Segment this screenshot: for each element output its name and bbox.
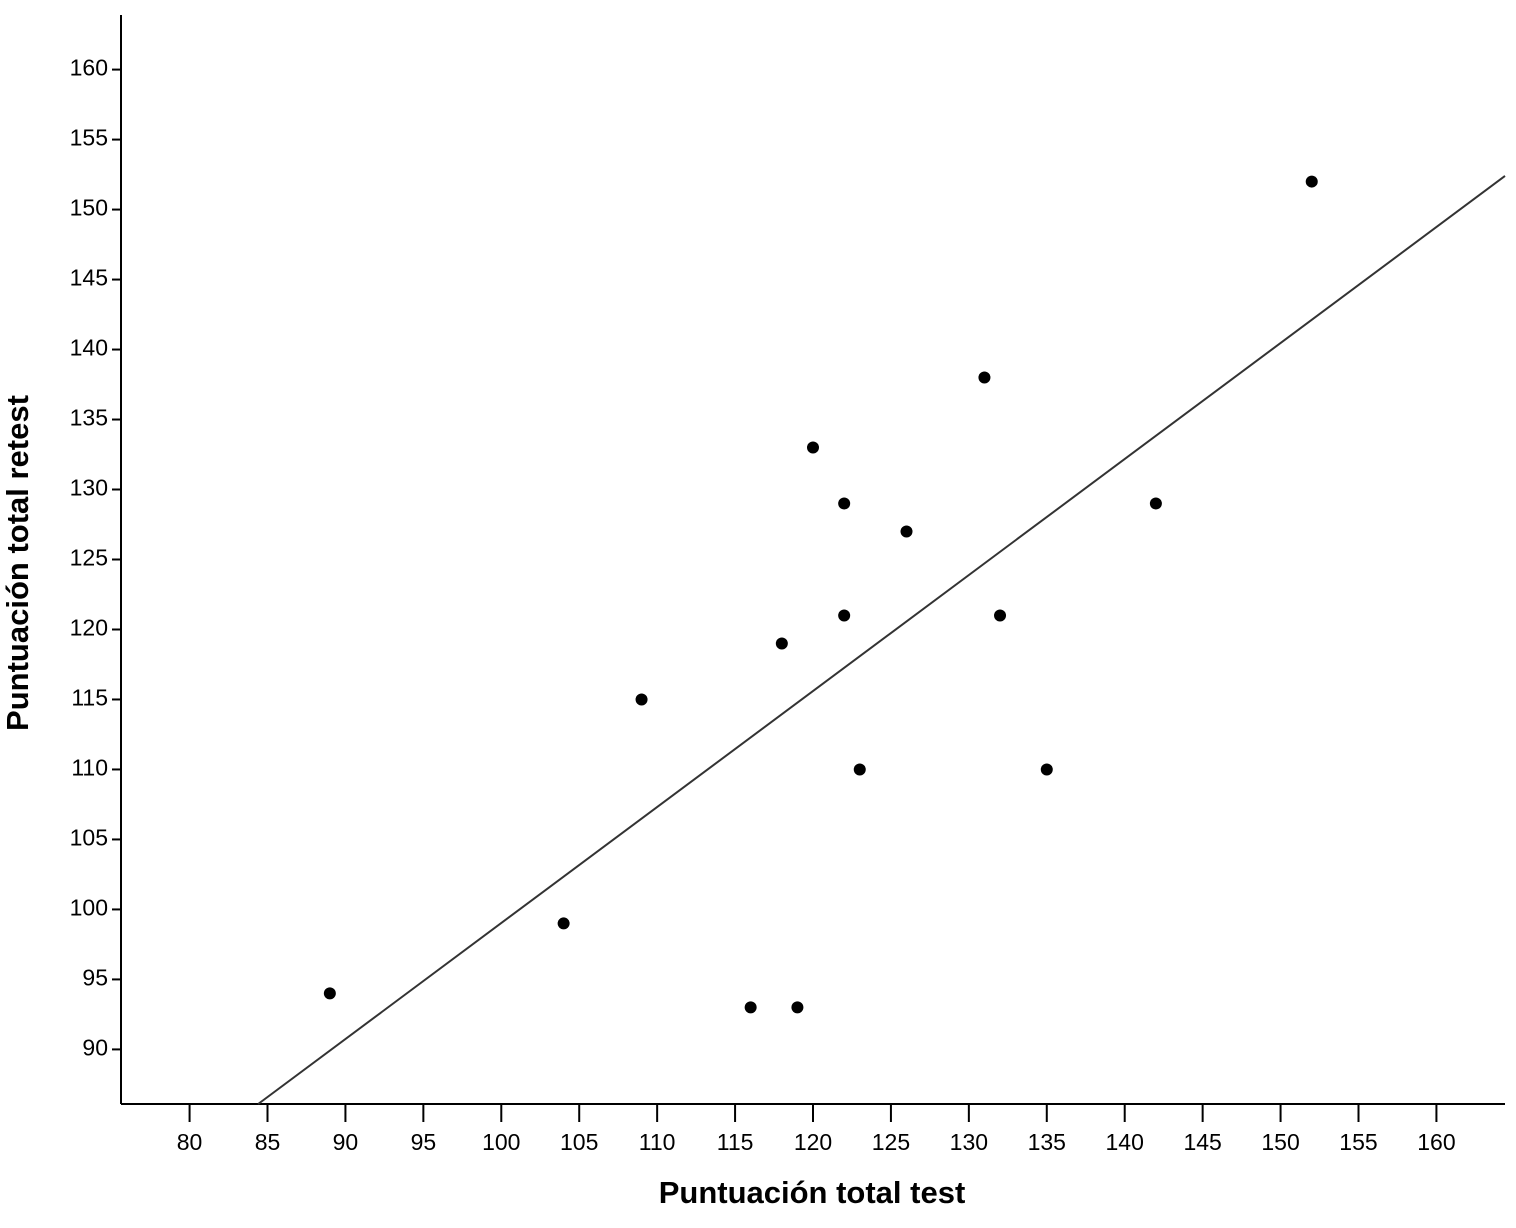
point xyxy=(1149,497,1162,510)
point xyxy=(775,637,788,650)
x-tick-label: 85 xyxy=(255,1129,281,1155)
point xyxy=(838,497,851,510)
y-tick-label: 105 xyxy=(70,825,108,851)
x-axis-title: Puntuación total test xyxy=(659,1175,966,1210)
point xyxy=(807,441,819,454)
y-tick-label: 145 xyxy=(70,265,108,291)
y-tick-label: 155 xyxy=(70,125,108,151)
x-tick-label: 125 xyxy=(872,1129,910,1155)
point xyxy=(994,609,1007,622)
x-tick-label: 120 xyxy=(794,1129,832,1155)
point xyxy=(1305,175,1318,188)
y-tick-label: 150 xyxy=(70,195,108,221)
y-tick-label: 140 xyxy=(70,335,108,361)
x-tick-label: 135 xyxy=(1028,1129,1066,1155)
x-tick-label: 130 xyxy=(950,1129,988,1155)
point xyxy=(744,1001,757,1014)
point xyxy=(791,1001,804,1014)
point xyxy=(900,525,913,538)
x-tick-label: 105 xyxy=(560,1129,598,1155)
y-tick-label: 160 xyxy=(70,55,108,81)
y-tick-label: 120 xyxy=(70,615,108,641)
y-tick-label: 90 xyxy=(82,1034,108,1060)
x-tick-label: 140 xyxy=(1106,1129,1144,1155)
point xyxy=(635,693,648,706)
point xyxy=(557,917,570,930)
y-axis-title: Puntuación total retest xyxy=(0,395,35,731)
y-tick-label: 95 xyxy=(82,965,108,991)
y-tick-label: 100 xyxy=(70,895,108,921)
x-tick-label: 110 xyxy=(639,1129,676,1155)
y-tick-label: 110 xyxy=(71,755,108,781)
y-tick-label: 130 xyxy=(70,475,108,501)
x-tick-label: 80 xyxy=(177,1129,203,1155)
point xyxy=(853,763,866,776)
y-tick-label: 115 xyxy=(71,685,108,711)
point xyxy=(1040,763,1053,776)
x-tick-label: 145 xyxy=(1183,1129,1221,1155)
x-tick-label: 115 xyxy=(717,1129,754,1155)
fit-line xyxy=(257,175,1506,1105)
y-tick-label: 125 xyxy=(70,545,108,571)
x-tick-label: 150 xyxy=(1261,1129,1299,1155)
x-tick-label: 100 xyxy=(482,1129,520,1155)
x-tick-label: 160 xyxy=(1417,1129,1455,1155)
x-tick-label: 155 xyxy=(1339,1129,1377,1155)
x-tick-label: 95 xyxy=(411,1129,437,1155)
point xyxy=(838,609,851,622)
x-tick-label: 90 xyxy=(333,1129,359,1155)
point xyxy=(323,987,336,1000)
point xyxy=(978,371,991,384)
y-tick-label: 135 xyxy=(70,405,108,431)
